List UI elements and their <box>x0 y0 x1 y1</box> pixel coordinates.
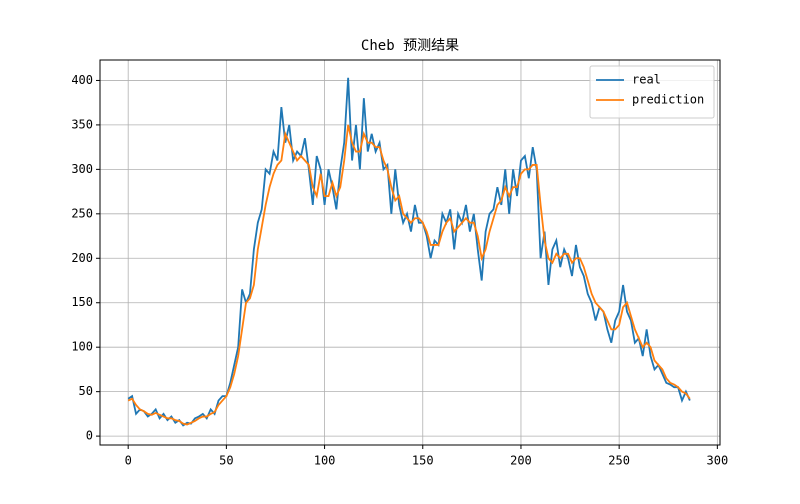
plot-frame <box>99 59 721 446</box>
x-tick-label: 50 <box>219 454 233 468</box>
y-tick-label: 300 <box>71 162 93 176</box>
legend-box <box>589 65 715 119</box>
x-tick-label: 150 <box>412 454 434 468</box>
x-tick-label: 250 <box>608 454 630 468</box>
y-tick-label: 350 <box>71 117 93 131</box>
x-tick-label: 300 <box>707 454 729 468</box>
y-tick-label: 150 <box>71 295 93 309</box>
x-tick-label: 100 <box>314 454 336 468</box>
y-tick-label: 0 <box>86 429 93 443</box>
chart-title: Cheb 预测结果 <box>361 38 459 54</box>
line-series <box>127 124 691 426</box>
y-tick-label: 250 <box>71 206 93 220</box>
y-tick-label: 100 <box>71 340 93 354</box>
y-tick-label: 400 <box>71 73 93 87</box>
y-tick-label: 200 <box>71 251 93 265</box>
legend-label: prediction <box>632 93 704 107</box>
line-series <box>127 77 691 427</box>
x-tick-label: 0 <box>125 454 132 468</box>
legend-label: real <box>632 73 661 87</box>
y-tick-label: 50 <box>79 384 93 398</box>
x-tick-label: 200 <box>510 454 532 468</box>
